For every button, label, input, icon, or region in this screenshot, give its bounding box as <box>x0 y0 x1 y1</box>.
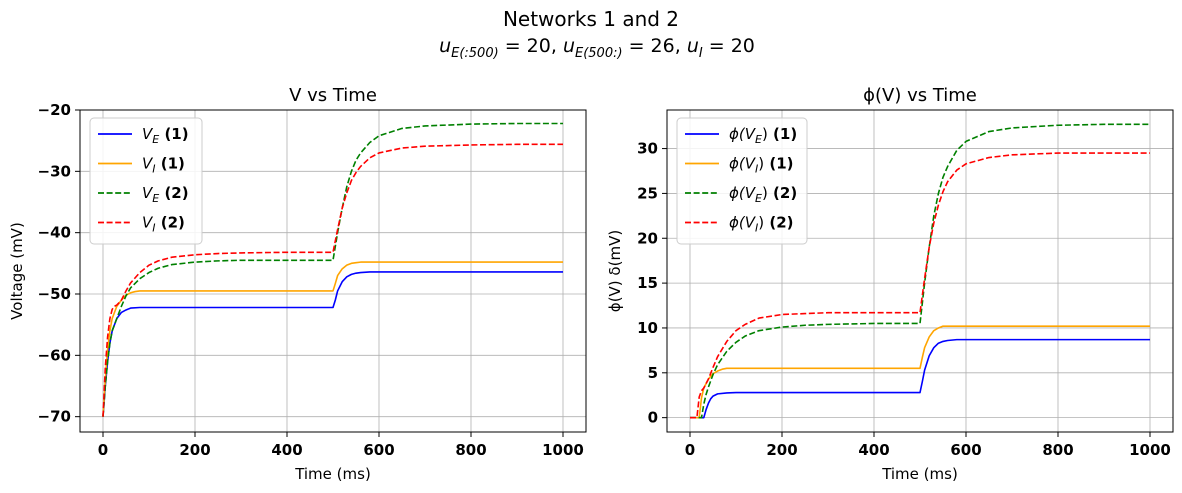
chart-panel-1: V vs Time 0 200 400 600 800 1000 −70 −60 −50 −40 −3… <box>8 85 587 483</box>
legend-entry-3: VE (2) <box>142 184 189 205</box>
legend-entry-4: ϕ(VI) (2) <box>729 214 794 235</box>
series-line-1 <box>690 338 1150 419</box>
x-tick-label: 200 <box>179 441 210 459</box>
x-tick-label: 0 <box>98 441 108 459</box>
series-line-3 <box>690 123 1150 419</box>
y-tick-label: 15 <box>637 274 658 292</box>
y-tick-label: 30 <box>637 140 658 158</box>
y-tick-label: −60 <box>38 346 71 364</box>
x-tick-label: 1000 <box>542 441 584 459</box>
x-tick-label: 600 <box>950 441 981 459</box>
y-tick-label: −50 <box>38 285 71 303</box>
x-axis-label: Time (ms) <box>881 465 958 483</box>
y-tick-label: −20 <box>38 101 71 119</box>
series-line-3 <box>102 122 563 417</box>
chart-title: V vs Time <box>289 85 377 106</box>
y-tick-label: −40 <box>38 224 71 242</box>
legend-entry-3: ϕ(VE) (2) <box>729 184 797 205</box>
y-tick-label: −70 <box>38 408 71 426</box>
plot-frame <box>79 109 587 433</box>
y-tick-label: 10 <box>637 319 658 337</box>
y-tick-label: −30 <box>38 162 71 180</box>
y-tick-label: 20 <box>637 229 658 247</box>
x-tick-label: 800 <box>455 441 486 459</box>
series-line-2 <box>690 325 1150 419</box>
legend-entry-1: ϕ(VE) (1) <box>729 125 797 146</box>
legend: ϕ(VE) (1) ϕ(VI) (1) ϕ(VE) (2) ϕ(VI) (2) <box>676 117 808 245</box>
y-tick-label: 25 <box>637 184 658 202</box>
x-tick-label: 400 <box>858 441 889 459</box>
legend-entry-4: VI (2) <box>142 214 185 235</box>
legend-entry-2: VI (1) <box>142 155 185 176</box>
x-tick-label: 0 <box>685 441 695 459</box>
series-line-4 <box>102 143 563 417</box>
figure-subtitle: uE(:500) = 20, uE(500:) = 26, uI = 20 <box>439 35 755 61</box>
x-tick-label: 400 <box>271 441 302 459</box>
legend: VE (1) VI (1) VE (2) VI (2) <box>89 117 203 245</box>
legend-entry-2: ϕ(VI) (1) <box>729 155 794 176</box>
x-tick-label: 800 <box>1042 441 1073 459</box>
legend-box <box>676 117 808 245</box>
legend-entry-1: VE (1) <box>142 125 189 146</box>
chart-title: ϕ(V) vs Time <box>863 85 977 106</box>
figure-title: Networks 1 and 2 <box>503 7 679 31</box>
plot-frame <box>666 109 1174 433</box>
chart-panel-2: ϕ(V) vs Time 0 200 400 600 800 1000 0 5 10 15 20 25 3… <box>606 85 1174 483</box>
legend-box <box>89 117 203 245</box>
x-tick-label: 1000 <box>1129 441 1171 459</box>
series-line-4 <box>690 152 1150 419</box>
x-tick-label: 200 <box>766 441 797 459</box>
x-tick-label: 600 <box>363 441 394 459</box>
y-tick-label: 0 <box>648 409 658 427</box>
series-line-2 <box>102 261 563 417</box>
y-axis-label: Voltage (mV) <box>8 222 26 320</box>
y-tick-label: 5 <box>648 364 658 382</box>
x-axis-label: Time (ms) <box>294 465 371 483</box>
y-axis-label: ϕ(V) δ(mV) <box>606 230 624 312</box>
